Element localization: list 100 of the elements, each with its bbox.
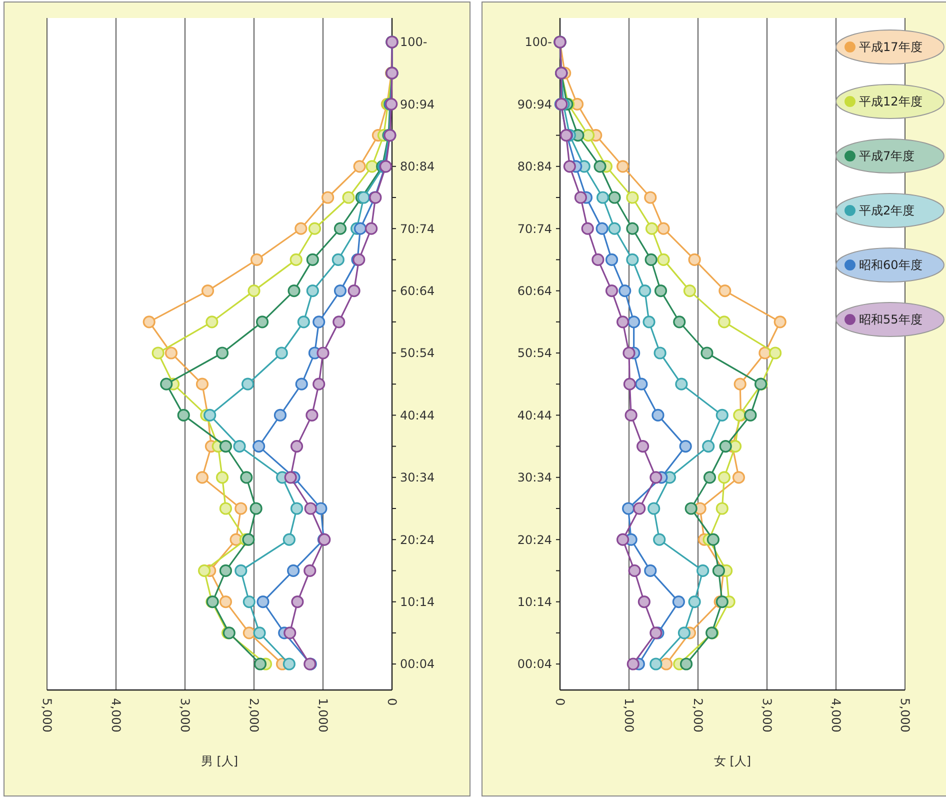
point — [638, 284, 652, 298]
point — [734, 378, 746, 390]
y-tick-label: 60:64 — [517, 284, 552, 298]
point — [679, 440, 692, 453]
point — [332, 316, 346, 328]
y-tick-label: 30:34 — [517, 470, 552, 485]
y-tick-label: 60:64 — [400, 284, 435, 298]
point — [657, 222, 670, 235]
point — [680, 658, 693, 670]
point — [718, 284, 732, 298]
x-tick-label: 4,000 — [108, 698, 123, 732]
point — [608, 222, 621, 235]
point — [678, 626, 690, 640]
point — [652, 408, 664, 422]
x-tick-label: 3,000 — [178, 698, 192, 732]
point — [282, 533, 296, 546]
y-tick-label: 00:04 — [400, 657, 435, 672]
point — [152, 346, 164, 360]
point — [160, 378, 173, 390]
point — [234, 502, 248, 515]
point — [306, 408, 318, 422]
point — [312, 316, 326, 328]
y-tick-label: 30:34 — [400, 470, 435, 485]
point — [206, 316, 218, 328]
point — [688, 253, 701, 266]
point — [650, 471, 662, 484]
point — [622, 346, 636, 360]
x-axis-title: 男 [人] — [200, 754, 238, 768]
point — [290, 253, 302, 266]
point — [354, 222, 367, 235]
point — [233, 440, 246, 453]
y-tick-label: 40:44 — [517, 408, 552, 422]
point — [314, 502, 328, 515]
point — [718, 316, 731, 328]
point — [644, 191, 657, 204]
point — [719, 440, 732, 453]
x-tick-label: 4,000 — [828, 698, 843, 732]
point — [177, 408, 190, 422]
point — [142, 316, 156, 328]
point — [596, 191, 610, 204]
point — [219, 502, 232, 515]
point — [290, 502, 304, 515]
legend-label: 昭和60年度 — [859, 258, 922, 272]
y-tick-label: 10:14 — [517, 595, 552, 609]
point — [654, 284, 668, 298]
y-tick-label: 100- — [524, 35, 552, 50]
y-tick-label: 00:04 — [517, 657, 552, 672]
point — [282, 658, 296, 670]
point — [196, 471, 209, 484]
point — [242, 533, 255, 546]
y-tick-label: 70:74 — [517, 222, 552, 236]
point — [594, 160, 606, 173]
x-axis-title: 女 [人] — [714, 754, 752, 768]
legend-label: 平成12年度 — [859, 94, 922, 109]
point — [633, 502, 646, 515]
point — [219, 596, 232, 608]
point — [253, 626, 266, 640]
point — [256, 316, 269, 328]
point — [636, 440, 650, 453]
y-tick-label: 20:24 — [400, 532, 435, 547]
point — [688, 596, 701, 608]
point — [716, 502, 728, 515]
point — [216, 471, 229, 484]
point — [322, 191, 334, 204]
point — [622, 502, 635, 515]
point — [582, 129, 595, 142]
point — [605, 253, 618, 266]
point — [703, 471, 716, 484]
point — [294, 222, 308, 235]
y-tick-label: 20:24 — [517, 532, 552, 547]
point — [201, 284, 214, 298]
point — [626, 222, 639, 235]
point — [252, 440, 266, 453]
legend-label: 昭和55年度 — [859, 312, 922, 327]
point — [635, 378, 648, 390]
point — [287, 564, 300, 577]
point — [645, 222, 658, 235]
point — [628, 564, 641, 577]
point — [718, 471, 731, 484]
point — [702, 440, 715, 453]
point — [592, 253, 604, 266]
point — [291, 596, 304, 608]
y-tick-label: 50:54 — [517, 346, 552, 360]
point — [673, 316, 686, 328]
point — [288, 284, 300, 298]
point — [574, 191, 587, 204]
point — [650, 658, 662, 670]
point — [196, 378, 209, 390]
point — [334, 222, 347, 235]
point — [366, 160, 378, 173]
point — [623, 378, 636, 390]
point — [234, 564, 248, 577]
point — [216, 346, 229, 360]
x-tick-label: 3,000 — [760, 698, 774, 732]
point — [204, 408, 216, 422]
point — [768, 346, 782, 360]
point — [605, 284, 618, 298]
point — [365, 222, 378, 235]
point — [696, 564, 710, 577]
point — [342, 191, 355, 204]
